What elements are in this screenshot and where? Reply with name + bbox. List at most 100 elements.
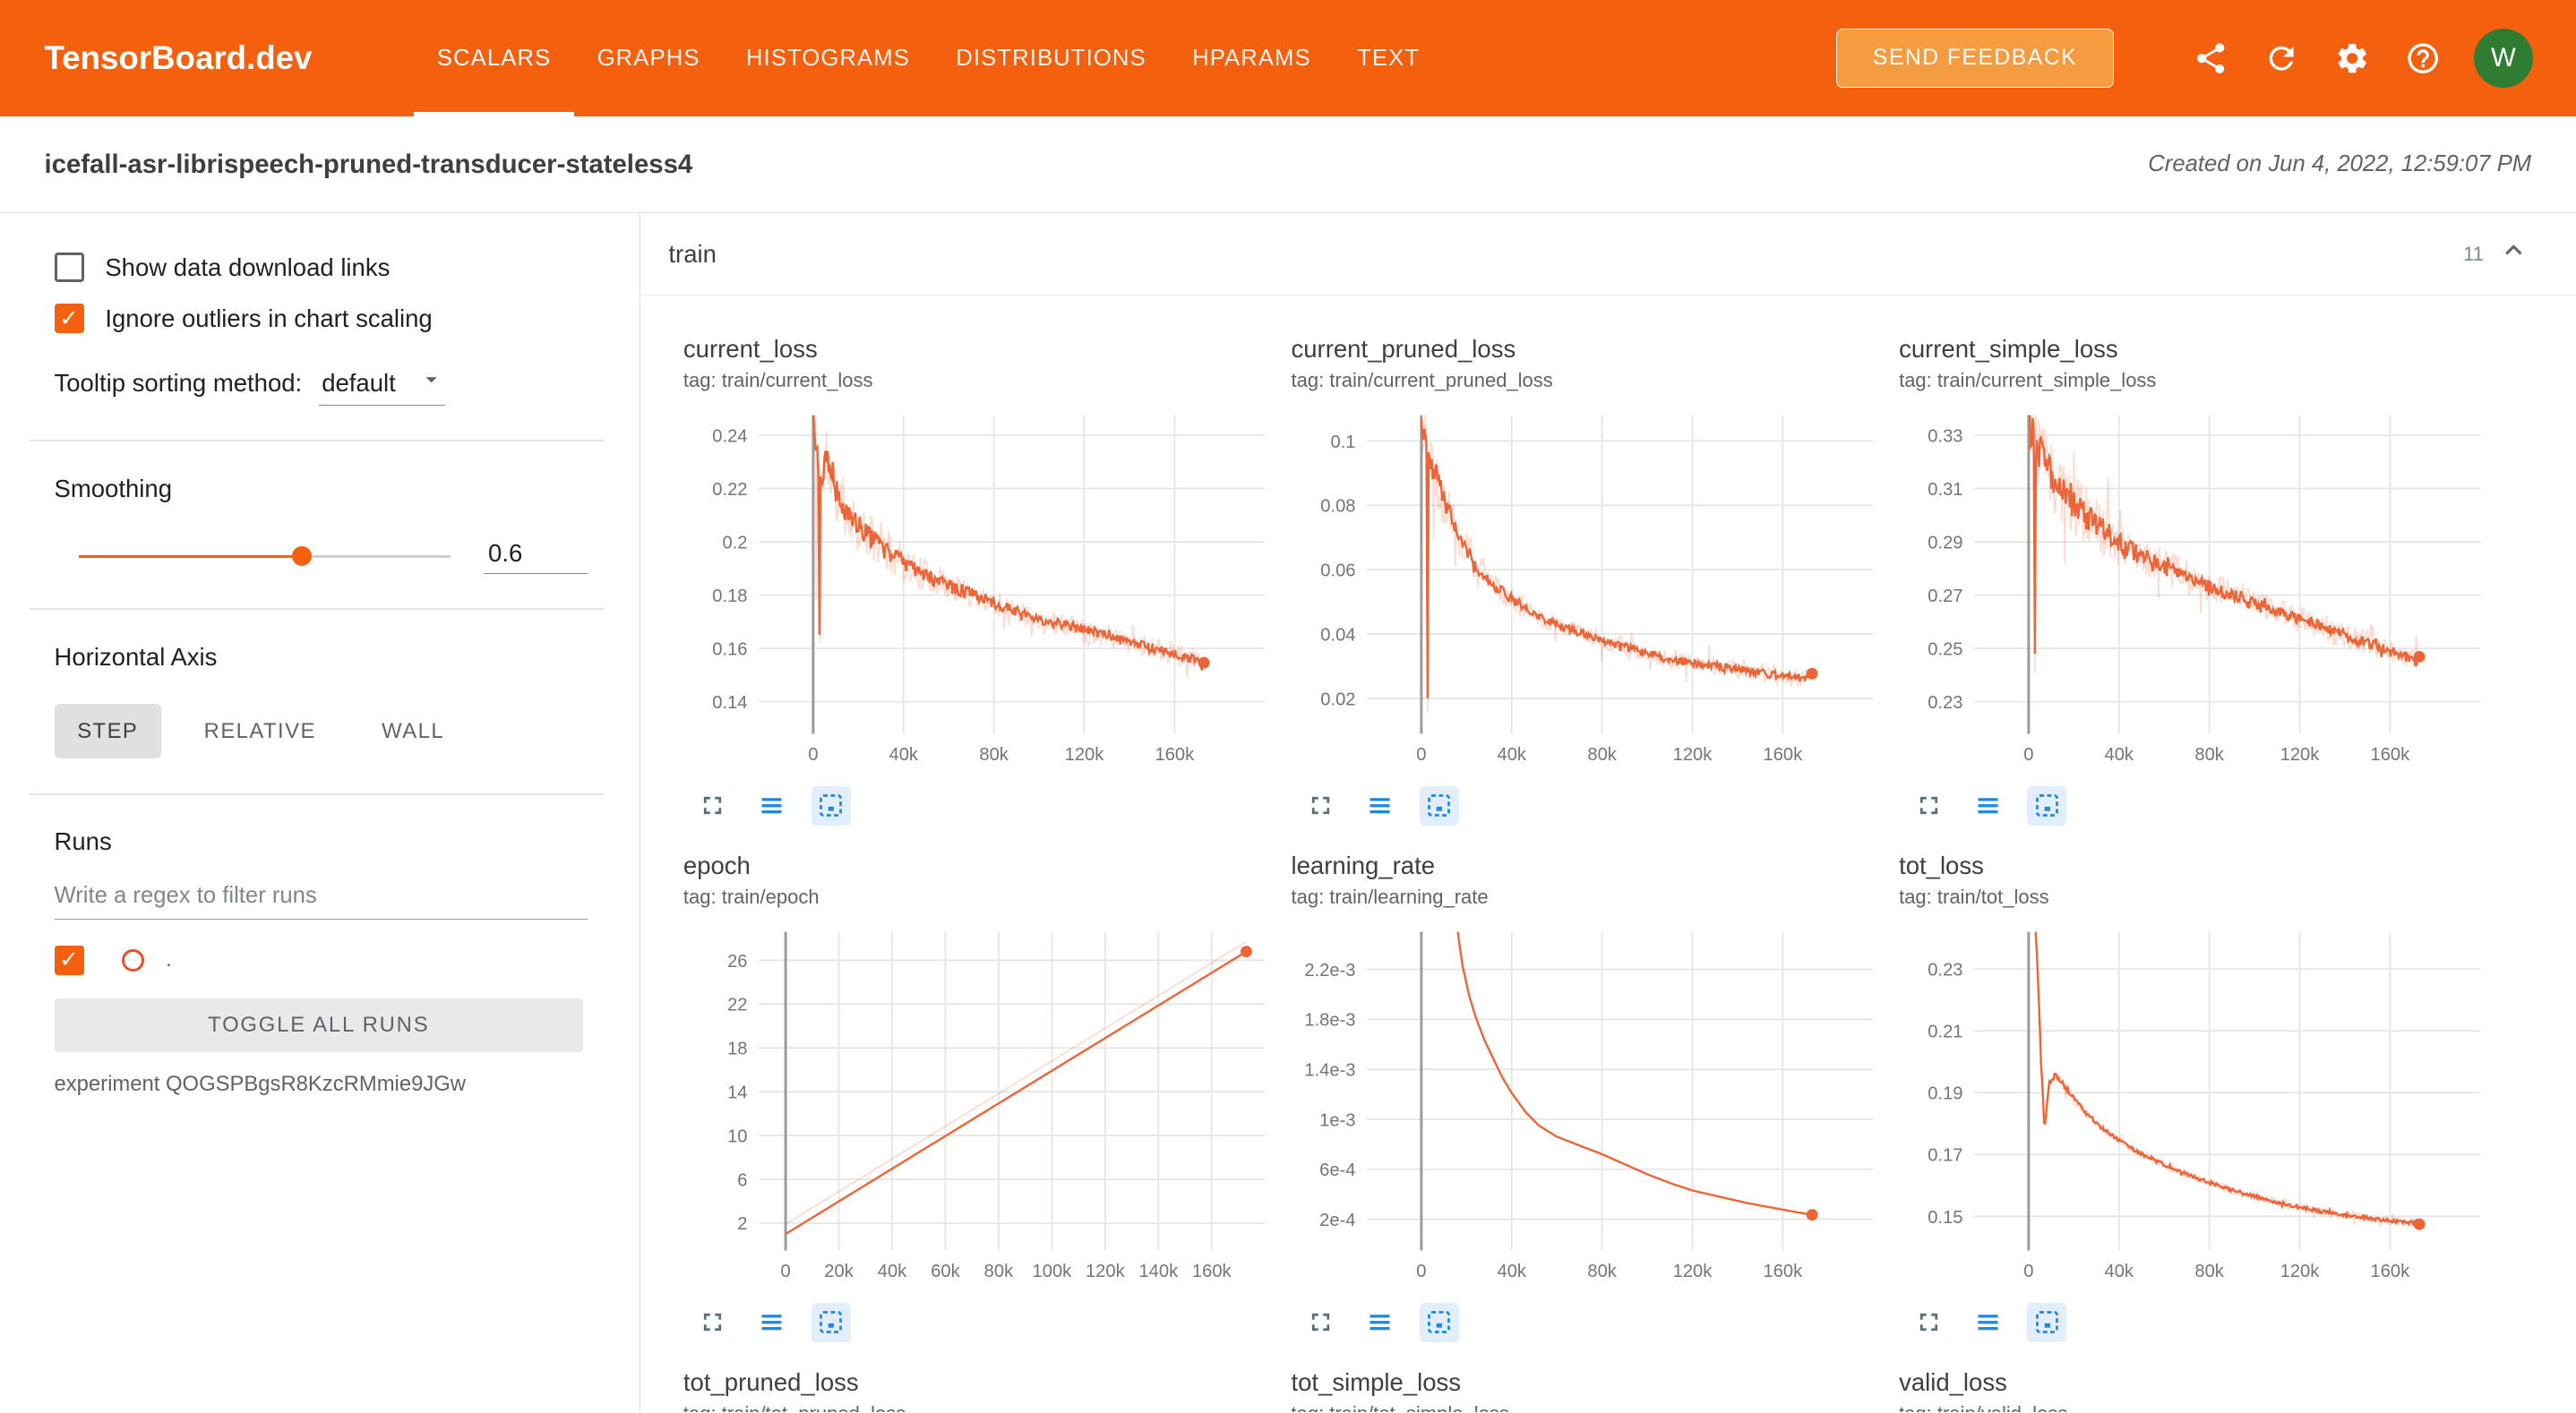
tab-histograms[interactable]: HISTOGRAMS [745, 45, 910, 71]
expand-chart-icon[interactable] [1301, 786, 1341, 826]
svg-text:120k: 120k [1672, 1261, 1713, 1280]
fit-domain-icon[interactable] [2027, 785, 2067, 826]
svg-text:80k: 80k [1587, 1261, 1617, 1280]
svg-text:120k: 120k [1086, 1261, 1126, 1280]
svg-text:0.1: 0.1 [1330, 432, 1355, 451]
axis-button-relative[interactable]: RELATIVE [203, 718, 316, 743]
tooltip-sorting-select[interactable]: default [318, 366, 445, 406]
svg-text:0.23: 0.23 [1928, 960, 1962, 980]
chart-card-learning_rate: learning_rate tag: train/learning_rate 2e-… [1292, 852, 1883, 1342]
show-download-links-row[interactable]: ✓ Show data download links [54, 253, 588, 283]
axis-button-step[interactable]: STEP [54, 704, 161, 759]
horizontal-axis-label: Horizontal Axis [54, 642, 218, 671]
tab-graphs[interactable]: GRAPHS [597, 45, 700, 71]
slider-thumb[interactable] [291, 546, 312, 567]
chevron-up-icon[interactable] [2497, 234, 2530, 274]
svg-text:2: 2 [737, 1214, 747, 1234]
data-lines-icon[interactable] [1361, 1303, 1400, 1342]
svg-text:0.16: 0.16 [712, 639, 747, 659]
chart-plot-current_simple_loss[interactable]: 0.23 0.25 0.27 0.29 0.31 0.33 0 40k 80k 120k 160k [1899, 402, 2490, 776]
svg-text:0: 0 [780, 1261, 790, 1280]
svg-text:1.4e-3: 1.4e-3 [1304, 1060, 1355, 1080]
svg-text:80k: 80k [2194, 744, 2224, 764]
svg-text:14: 14 [727, 1083, 747, 1102]
fit-domain-icon[interactable] [1419, 1302, 1459, 1342]
expand-chart-icon[interactable] [693, 1303, 733, 1342]
run-row[interactable]: ✓ . [54, 945, 588, 975]
expand-chart-icon[interactable] [1909, 1303, 1948, 1342]
run-checkbox[interactable]: ✓ [54, 945, 84, 975]
svg-text:6: 6 [737, 1170, 747, 1190]
send-feedback-button[interactable]: SEND FEEDBACK [1835, 28, 2115, 89]
expand-chart-icon[interactable] [1909, 786, 1948, 826]
expand-chart-icon[interactable] [693, 786, 733, 826]
svg-text:160k: 160k [1155, 744, 1195, 764]
svg-text:0.19: 0.19 [1928, 1083, 1962, 1103]
svg-text:2.2e-3: 2.2e-3 [1304, 960, 1355, 980]
svg-text:0.29: 0.29 [1928, 533, 1962, 552]
toggle-all-runs-button[interactable]: TOGGLE ALL RUNS [54, 998, 584, 1053]
svg-text:0: 0 [1416, 744, 1426, 764]
main-content: train 11 current_loss tag: train/current_… [640, 213, 2576, 1412]
svg-text:0.04: 0.04 [1320, 625, 1355, 645]
smoothing-value-input[interactable]: 0.6 [483, 539, 588, 574]
chart-actions [683, 1302, 1275, 1342]
train-group-title: train [668, 239, 717, 268]
data-lines-icon[interactable] [1968, 786, 2007, 826]
help-icon[interactable] [2403, 39, 2443, 78]
chart-tag: tag: train/epoch [683, 885, 820, 908]
ignore-outliers-checkbox[interactable]: ✓ [54, 304, 84, 334]
show-download-links-checkbox[interactable]: ✓ [54, 253, 84, 283]
run-name: . [166, 947, 172, 972]
data-lines-icon[interactable] [752, 786, 792, 826]
experiment-titlebar: icefall-asr-librispeech-pruned-transduce… [0, 116, 2576, 214]
tab-scalars[interactable]: SCALARS [414, 0, 574, 117]
run-color-swatch [121, 948, 145, 972]
tab-text[interactable]: TEXT [1357, 45, 1421, 71]
experiment-title: icefall-asr-librispeech-pruned-transduce… [44, 149, 693, 179]
svg-text:0.15: 0.15 [1928, 1207, 1962, 1227]
chart-actions [1292, 1302, 1883, 1342]
chart-tag: tag: train/current_simple_loss [1899, 368, 2157, 391]
fit-domain-icon[interactable] [811, 785, 851, 826]
header-actions: SEND FEEDBACK W [1835, 0, 2576, 116]
chart-tag: tag: train/current_loss [683, 368, 873, 391]
chart-plot-tot_loss[interactable]: 0.15 0.17 0.19 0.21 0.23 0 40k 80k 120k 160k [1899, 919, 2490, 1293]
svg-text:6e-4: 6e-4 [1319, 1160, 1355, 1180]
data-lines-icon[interactable] [1361, 786, 1400, 826]
experiment-id: experiment QOGSPBgsR8KzcRMmie9JGw [54, 1072, 466, 1097]
runs-filter-input[interactable]: Write a regex to filter runs [54, 883, 588, 920]
data-lines-icon[interactable] [752, 1303, 792, 1342]
chart-plot-current_loss[interactable]: 0.14 0.16 0.18 0.2 0.22 0.24 0 40k 80k 120k 160k [683, 402, 1275, 776]
fit-domain-icon[interactable] [811, 1302, 851, 1342]
main-nav: SCALARS GRAPHS HISTOGRAMS DISTRIBUTIONS HPAR… [414, 0, 1443, 117]
share-icon[interactable] [2192, 39, 2231, 78]
data-lines-icon[interactable] [1968, 1303, 2007, 1342]
runs-label: Runs [54, 827, 112, 856]
chart-actions [1899, 1302, 2490, 1342]
chart-plot-current_pruned_loss[interactable]: 0.02 0.04 0.06 0.08 0.1 0 40k 80k 120k 160k [1292, 402, 1883, 776]
train-group-header[interactable]: train 11 [640, 213, 2576, 296]
tab-distributions[interactable]: DISTRIBUTIONS [956, 45, 1146, 71]
chart-card-current_loss: current_loss tag: train/current_loss 0.14 0… [683, 335, 1275, 826]
svg-text:22: 22 [727, 995, 747, 1015]
svg-text:0.02: 0.02 [1320, 689, 1355, 709]
fit-domain-icon[interactable] [1419, 785, 1459, 826]
ignore-outliers-row[interactable]: ✓ Ignore outliers in chart scaling [54, 304, 588, 334]
svg-text:0.08: 0.08 [1320, 496, 1355, 516]
refresh-icon[interactable] [2262, 39, 2301, 78]
expand-chart-icon[interactable] [1301, 1303, 1341, 1342]
svg-text:120k: 120k [1672, 744, 1713, 764]
chart-plot-learning_rate[interactable]: 2e-4 6e-4 1e-3 1.4e-3 1.8e-3 2.2e-3 0 40k 80k 120… [1292, 919, 1883, 1293]
chart-card-current_pruned_loss: current_pruned_loss tag: train/current_pr… [1292, 335, 1883, 826]
fit-domain-icon[interactable] [2027, 1302, 2067, 1342]
settings-gear-icon[interactable] [2332, 39, 2372, 78]
svg-text:0.27: 0.27 [1928, 587, 1962, 606]
tab-hparams[interactable]: HPARAMS [1192, 45, 1311, 71]
svg-text:80k: 80k [1587, 744, 1617, 764]
axis-button-wall[interactable]: WALL [382, 718, 445, 743]
user-avatar[interactable]: W [2474, 29, 2534, 89]
smoothing-slider[interactable] [79, 545, 451, 569]
chart-card-tot_pruned_loss: tot_pruned_loss tag: train/tot_pruned_los… [683, 1368, 1275, 1412]
